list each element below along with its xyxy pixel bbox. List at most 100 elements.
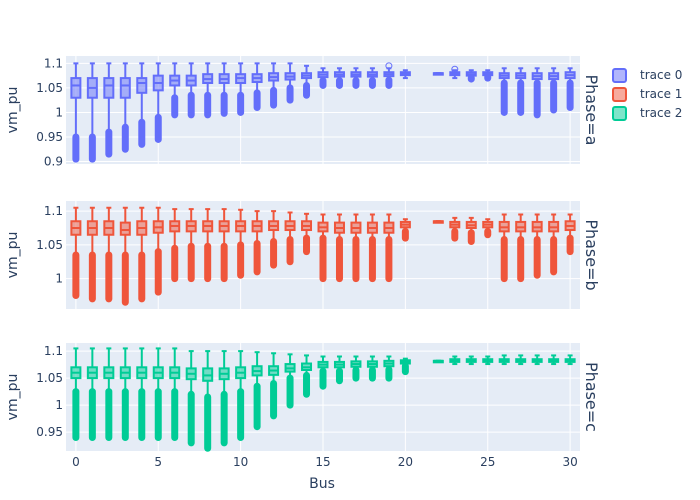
box-bus-27[interactable] <box>515 67 527 116</box>
box-bus-23[interactable] <box>449 355 461 366</box>
box-bus-19[interactable] <box>383 355 395 382</box>
box-bus-18[interactable] <box>366 355 378 382</box>
box-bus-27[interactable] <box>515 354 527 366</box>
box-bus-15[interactable] <box>317 67 329 89</box>
box-bus-16[interactable] <box>333 355 345 385</box>
box-bus-10[interactable] <box>235 350 247 441</box>
y-tick-label: 0.9 <box>44 155 63 169</box>
box-bus-0[interactable] <box>70 206 82 299</box>
box-bus-15[interactable] <box>317 355 329 390</box>
box-bus-25[interactable] <box>482 355 494 366</box>
box-bus-25[interactable] <box>482 218 494 239</box>
box-bus-2[interactable] <box>103 206 115 303</box>
box-bus-20[interactable] <box>399 69 411 80</box>
box-bus-30[interactable] <box>564 354 576 366</box>
legend-item-trace-2[interactable]: trace 2 <box>612 106 682 121</box>
box-bus-12[interactable] <box>268 62 280 109</box>
box-bus-3[interactable] <box>119 206 131 306</box>
box-bus-7[interactable] <box>185 62 197 119</box>
box-bus-7[interactable] <box>185 208 197 283</box>
box-iqr <box>103 77 115 99</box>
box-bus-29[interactable] <box>548 67 560 114</box>
box-bus-8[interactable] <box>202 208 214 283</box>
box-bus-28[interactable] <box>531 213 543 279</box>
x-tick-label: 10 <box>233 455 248 469</box>
box-bus-4[interactable] <box>136 347 148 441</box>
box-bus-24[interactable] <box>465 69 477 83</box>
box-bus-17[interactable] <box>350 67 362 89</box>
box-bus-13[interactable] <box>284 353 296 409</box>
box-bus-4[interactable] <box>136 62 148 148</box>
box-bus-1[interactable] <box>86 347 98 441</box>
box-bus-30[interactable] <box>564 67 576 112</box>
box-bus-23[interactable] <box>449 65 461 80</box>
box-bus-22[interactable] <box>432 72 444 76</box>
box-bus-22[interactable] <box>432 220 444 224</box>
box-bus-17[interactable] <box>350 355 362 382</box>
box-bus-7[interactable] <box>185 350 197 447</box>
box-bus-17[interactable] <box>350 213 362 283</box>
box-bus-16[interactable] <box>333 213 345 283</box>
box-bus-10[interactable] <box>235 208 247 279</box>
box-bus-8[interactable] <box>202 350 214 452</box>
box-bus-9[interactable] <box>218 208 230 283</box>
box-bus-2[interactable] <box>103 62 115 158</box>
box-bus-4[interactable] <box>136 206 148 303</box>
box-bus-25[interactable] <box>482 69 494 82</box>
box-bus-13[interactable] <box>284 62 296 104</box>
box-bus-19[interactable] <box>383 213 395 283</box>
box-bus-29[interactable] <box>548 213 560 276</box>
box-bus-23[interactable] <box>449 216 461 242</box>
box-bus-11[interactable] <box>251 62 263 112</box>
box-bus-26[interactable] <box>498 67 510 116</box>
box-bus-24[interactable] <box>465 216 477 245</box>
box-bus-5[interactable] <box>152 347 164 441</box>
box-bus-6[interactable] <box>169 347 181 441</box>
box-bus-3[interactable] <box>119 62 131 153</box>
box-bus-14[interactable] <box>301 354 313 398</box>
legend[interactable]: trace 0 trace 1 trace 2 <box>612 68 682 121</box>
box-bus-5[interactable] <box>152 206 164 296</box>
box-bus-11[interactable] <box>251 210 263 276</box>
box-bus-18[interactable] <box>366 213 378 283</box>
box-bus-5[interactable] <box>152 62 164 143</box>
box-bus-10[interactable] <box>235 62 247 116</box>
box-bus-1[interactable] <box>86 206 98 303</box>
box-bus-14[interactable] <box>301 212 313 256</box>
box-bus-12[interactable] <box>268 352 280 420</box>
box-bus-20[interactable] <box>399 357 411 376</box>
box-bus-11[interactable] <box>251 351 263 431</box>
box-bus-0[interactable] <box>70 62 82 163</box>
legend-item-trace-1[interactable]: trace 1 <box>612 87 682 102</box>
box-bus-28[interactable] <box>531 354 543 366</box>
box-bus-30[interactable] <box>564 213 576 256</box>
box-iqr <box>136 77 148 94</box>
box-bus-8[interactable] <box>202 62 214 119</box>
box-bus-26[interactable] <box>498 213 510 283</box>
box-bus-24[interactable] <box>465 355 477 366</box>
box-bus-12[interactable] <box>268 210 280 269</box>
box-bus-0[interactable] <box>70 347 82 441</box>
box-bus-18[interactable] <box>366 67 378 89</box>
box-bus-20[interactable] <box>399 218 411 242</box>
box-bus-22[interactable] <box>432 359 444 364</box>
legend-item-trace-0[interactable]: trace 0 <box>612 68 682 83</box>
box-bus-13[interactable] <box>284 211 296 266</box>
box-bus-19[interactable] <box>383 62 395 89</box>
box-bus-1[interactable] <box>86 62 98 163</box>
box-bus-9[interactable] <box>218 350 230 447</box>
box-bus-3[interactable] <box>119 347 131 441</box>
box-bus-15[interactable] <box>317 213 329 283</box>
legend-swatch <box>612 87 627 102</box>
box-bus-6[interactable] <box>169 62 181 119</box>
box-bus-26[interactable] <box>498 354 510 366</box>
box-bus-2[interactable] <box>103 347 115 441</box>
box-bus-28[interactable] <box>531 67 543 119</box>
box-bus-14[interactable] <box>301 64 313 99</box>
box-bus-6[interactable] <box>169 208 181 283</box>
box-bus-27[interactable] <box>515 213 527 283</box>
box-bus-16[interactable] <box>333 67 345 89</box>
box-bus-9[interactable] <box>218 62 230 117</box>
box-bus-29[interactable] <box>548 354 560 366</box>
